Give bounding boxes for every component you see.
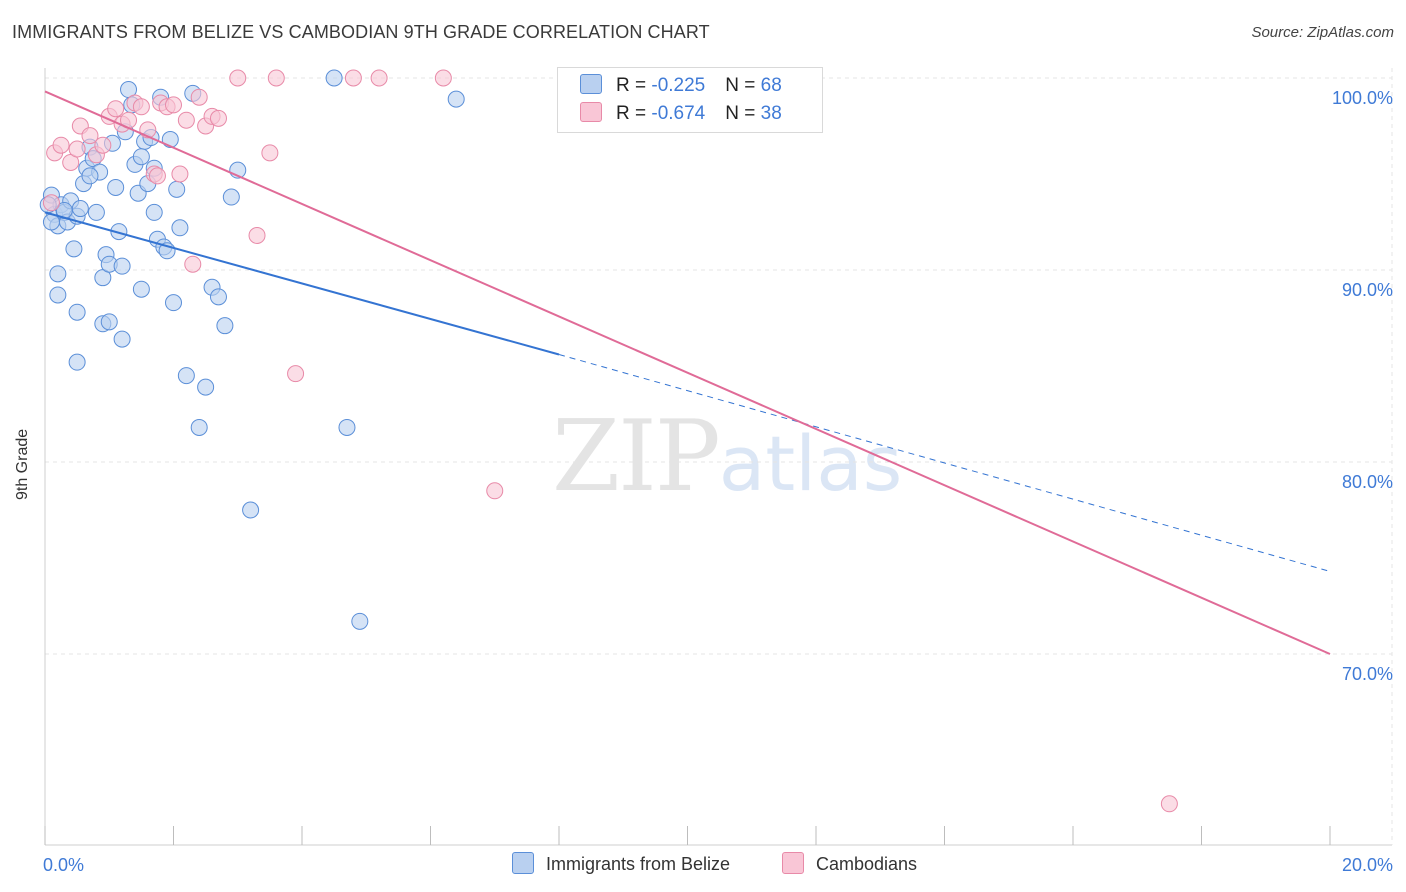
belize-point [68,353,86,371]
cambodian-point [287,365,305,383]
belize-point [132,280,150,298]
tick-label-layer: 100.0% 90.0% 80.0% 70.0% 0.0% 20.0% [43,88,1393,875]
cambodian-point [107,100,125,118]
belize-r-value: -0.225 [651,75,706,96]
belize-r-label: R = [616,75,652,96]
cambodian-trend-line [44,90,1331,655]
cambodian-r-value: -0.674 [651,103,706,124]
axis-layer [44,68,1393,846]
belize-point [81,167,99,185]
x-tick-label: 0.0% [43,855,84,875]
y-tick-label: 90.0% [1342,280,1393,300]
belize-point [49,265,67,283]
cambodian-point [190,88,208,106]
cambodian-point [42,194,60,212]
belize-point [351,612,369,630]
belize-point [100,313,118,331]
belize-point [171,219,189,237]
bottom-legend-belize: Immigrants from Belize [512,852,730,875]
bottom-belize-label: Immigrants from Belize [546,854,731,874]
belize-point [132,148,150,166]
cambodian-point [229,69,247,87]
belize-point [165,294,182,312]
cambodian-point [1160,795,1178,813]
belize-point [87,203,105,221]
belize-swatch [580,74,602,94]
belize-point [325,69,343,87]
cambodian-point [261,144,279,162]
belize-point [161,130,179,148]
belize-point [242,501,260,519]
points-layer [39,69,1178,813]
cambodian-point [132,98,150,116]
grid-layer [45,77,1392,655]
chart-source: Source: ZipAtlas.com [1251,24,1394,41]
belize-point [190,418,208,436]
y-tick-label: 70.0% [1342,664,1393,684]
belize-point [168,180,186,198]
belize-trend-line [44,211,560,356]
bottom-legend-cambodian: Cambodians [782,852,917,875]
cambodian-point [68,140,86,158]
belize-point [107,178,125,196]
bottom-belize-swatch [512,852,534,874]
cambodian-point [177,111,195,129]
legend-row-cambodian: R = -0.674 N = 38 [580,102,782,126]
cambodian-point [52,136,70,154]
watermark: ZIPatlas [552,400,902,514]
y-tick-label: 80.0% [1342,472,1393,492]
belize-point [71,200,89,218]
chart-title: IMMIGRANTS FROM BELIZE VS CAMBODIAN 9TH … [12,22,710,42]
belize-point [113,330,131,348]
belize-point [216,317,234,335]
belize-point [177,367,195,385]
cambodian-point [165,96,182,114]
cambodian-n-value: 38 [760,103,782,124]
x-tick-label: 20.0% [1342,855,1393,875]
belize-point [447,90,465,108]
cambodian-point [171,165,189,183]
belize-point [68,303,86,321]
cambodian-point [248,226,266,244]
cambodian-r-label: R = [616,103,652,124]
legend-row-belize: R = -0.225 N = 68 [580,74,782,98]
cambodian-point [344,69,362,87]
cambodian-point [94,136,112,154]
watermark-zip: ZIP [552,400,721,514]
bottom-cambodian-label: Cambodians [816,854,918,874]
trend-layer [44,90,1331,655]
cambodian-point [209,109,227,127]
cambodian-point [81,127,99,145]
belize-trend-extension [558,353,1331,572]
belize-point [222,188,240,206]
watermark-atlas: atlas [718,419,903,508]
cambodian-point [267,69,285,87]
cambodian-point [184,255,202,273]
belize-point [113,257,131,275]
belize-point [338,418,356,436]
cambodian-swatch [580,102,602,122]
cambodian-n-label: N = [725,103,761,124]
y-tick-label: 100.0% [1332,88,1393,108]
cambodian-point [148,167,166,185]
belize-point [49,286,67,304]
cambodian-point [434,69,452,87]
belize-point [209,288,227,306]
bottom-cambodian-swatch [782,852,804,874]
belize-point [65,240,83,258]
belize-point [145,203,163,221]
cambodian-point [486,482,504,500]
belize-n-label: N = [725,75,761,96]
cambodian-point [370,69,388,87]
belize-point [197,378,215,396]
correlation-legend: R = -0.225 N = 68 R = -0.674 N = 38 [557,67,823,133]
belize-n-value: 68 [760,75,782,96]
